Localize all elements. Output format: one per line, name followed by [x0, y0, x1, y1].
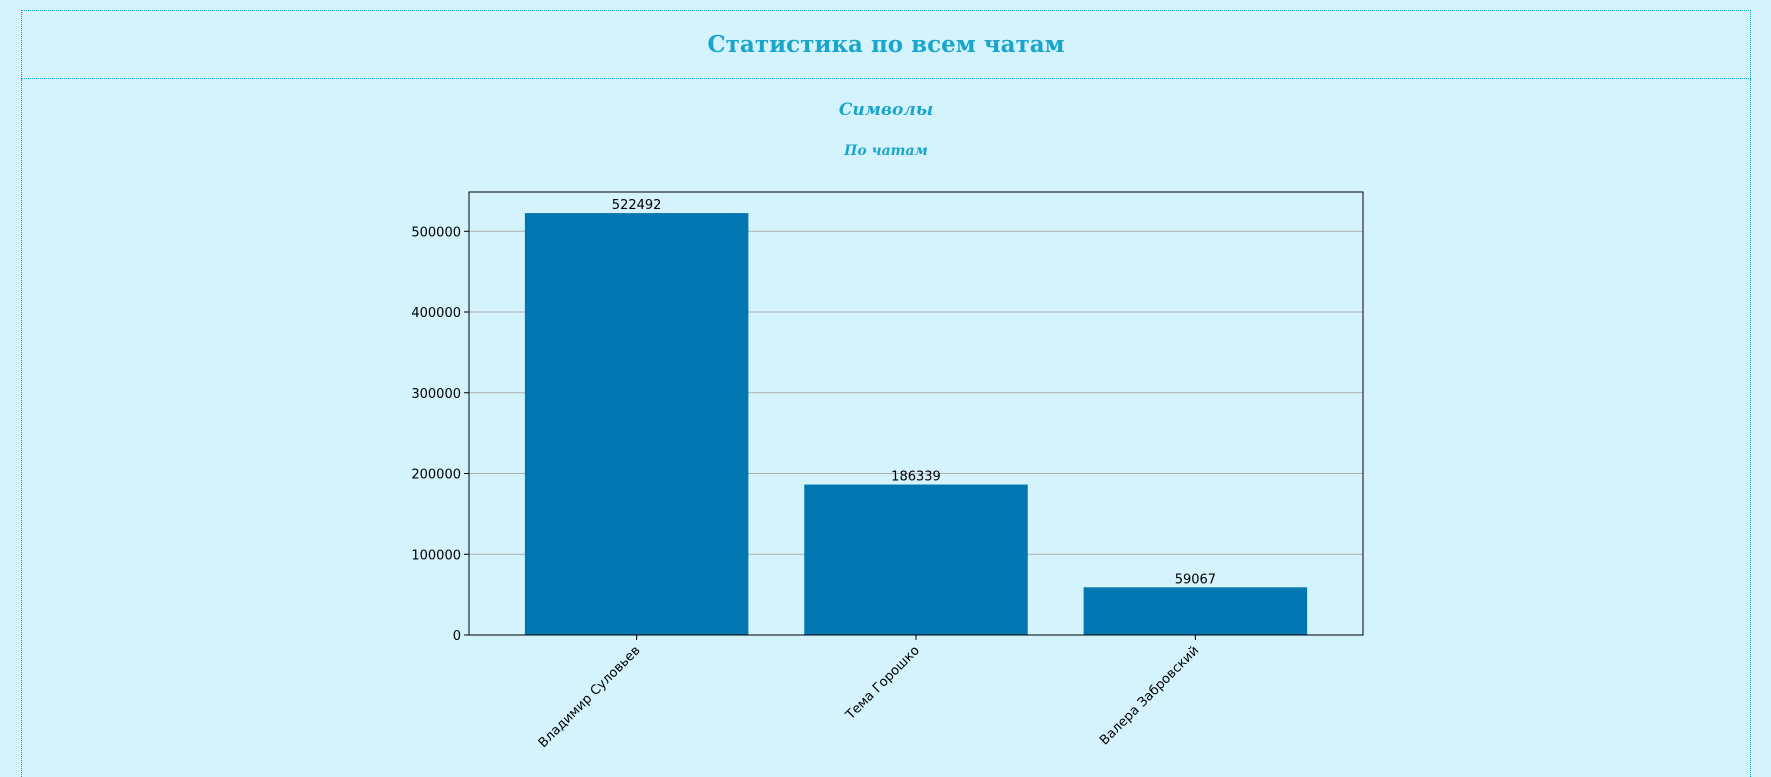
y-tick-label: 100000: [411, 548, 461, 563]
y-tick-label: 0: [453, 629, 461, 644]
bar: [804, 484, 1028, 635]
bar-value-label: 59067: [1175, 572, 1216, 587]
bar-value-label: 522492: [612, 198, 662, 213]
y-tick-label: 200000: [411, 468, 461, 483]
x-category-label: Тема Горошко: [842, 643, 922, 723]
x-category-label: Валера Забровский: [1097, 643, 1202, 748]
y-tick-label: 500000: [411, 225, 461, 240]
y-tick-label: 400000: [411, 306, 461, 321]
bar: [524, 213, 749, 635]
page-title: Статистика по всем чатам: [707, 31, 1065, 58]
bar-value-label: 186339: [891, 470, 941, 485]
x-category-label: Владимир Суловьев: [536, 643, 644, 751]
section-subtitle: По чатам: [844, 143, 928, 159]
y-tick-label: 300000: [411, 387, 461, 402]
section-title: Символы: [838, 100, 934, 120]
bar: [1083, 587, 1308, 635]
header-box: Статистика по всем чатам: [21, 10, 1751, 79]
content-box: Символы По чатам: [21, 79, 1751, 777]
